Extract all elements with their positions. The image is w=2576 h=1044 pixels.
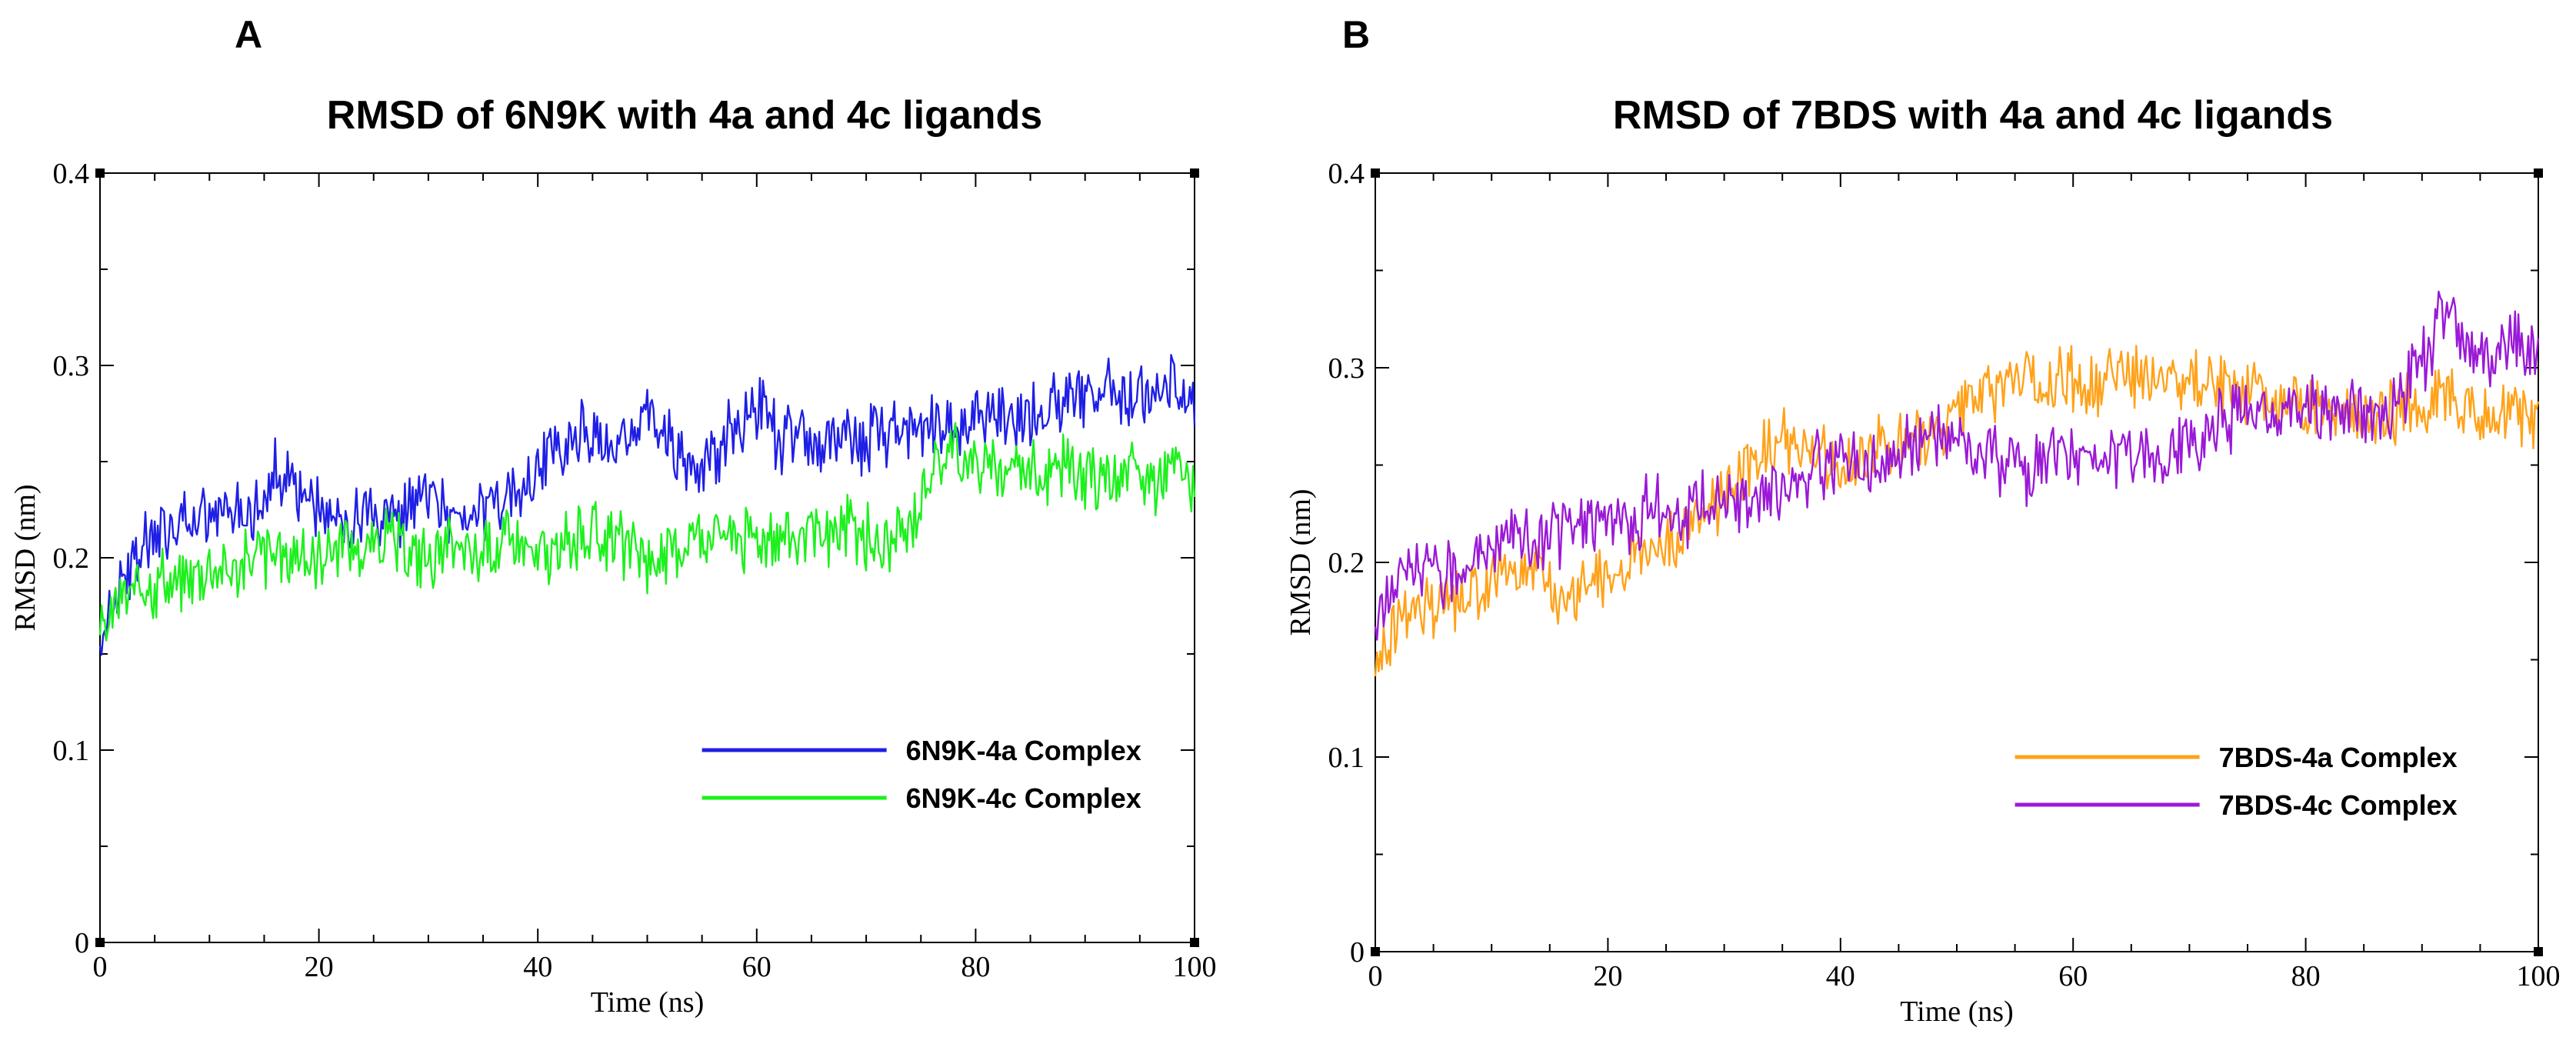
legend-label-1: 7BDS-4c Complex	[2219, 789, 2458, 821]
x-tick-label: 100	[2517, 960, 2561, 992]
y-tick-label: 0	[75, 927, 89, 959]
x-tick-label: 80	[961, 951, 990, 983]
series-line-1	[1374, 290, 2540, 641]
panel-letter: A	[235, 13, 262, 56]
x-tick-label: 60	[742, 951, 771, 983]
y-tick-label: 0.1	[53, 735, 90, 767]
x-tick-label: 40	[1826, 960, 1855, 992]
y-tick-label: 0.4	[1328, 158, 1365, 190]
y-axis-label: RMSD (nm)	[1285, 489, 1317, 635]
x-tick-label: 0	[93, 951, 108, 983]
legend-label-0: 6N9K-4a Complex	[906, 735, 1141, 766]
x-tick-label: 40	[523, 951, 552, 983]
panel-letter: B	[1342, 13, 1370, 56]
x-tick-label: 20	[305, 951, 334, 983]
chart-title: RMSD of 6N9K with 4a and 4c ligands	[327, 93, 1042, 138]
chart-title: RMSD of 7BDS with 4a and 4c ligands	[1613, 93, 2333, 138]
series-line-0	[1374, 345, 2540, 677]
x-axis-label: Time (ns)	[1900, 996, 2013, 1028]
y-tick-label: 0.4	[53, 158, 90, 190]
x-tick-label: 80	[2291, 960, 2321, 992]
y-tick-label: 0.2	[1328, 547, 1365, 579]
y-tick-label: 0.1	[1328, 742, 1365, 774]
legend-label-0: 7BDS-4a Complex	[2219, 742, 2458, 773]
panel-b: B RMSD of 7BDS with 4a and 4c ligands 0 20 4…	[1285, 13, 2561, 1028]
x-tick-label: 100	[1173, 951, 1217, 983]
legend-label-1: 6N9K-4c Complex	[906, 782, 1141, 814]
y-tick-label: 0.3	[1328, 352, 1365, 385]
series-line-0	[98, 354, 1196, 656]
x-tick-label: 20	[1593, 960, 1622, 992]
x-axis-label: Time (ns)	[591, 986, 704, 1019]
series-line-1	[98, 422, 1196, 642]
y-tick-label: 0	[1350, 936, 1365, 969]
x-tick-label: 60	[2058, 960, 2088, 992]
panel-a: A RMSD of 6N9K with 4a and 4c ligands 0 20 4…	[9, 13, 1217, 1019]
y-tick-label: 0.2	[53, 542, 90, 575]
y-tick-label: 0.3	[53, 350, 90, 382]
x-tick-label: 0	[1368, 960, 1383, 992]
y-axis-label: RMSD (nm)	[9, 484, 42, 631]
